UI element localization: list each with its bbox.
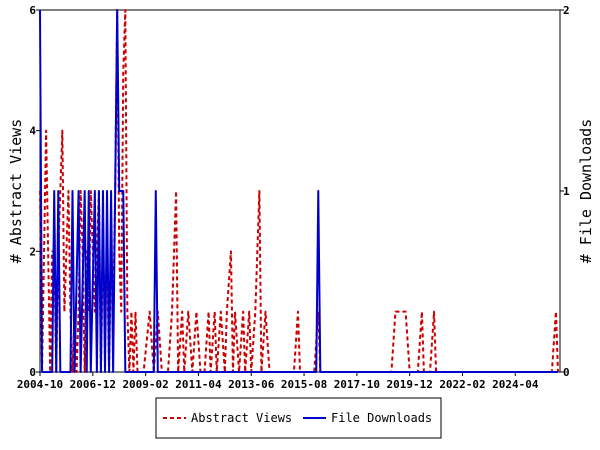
y-left-tick-label: 4 <box>29 125 36 138</box>
y-left-tick-label: 0 <box>29 366 36 379</box>
legend-label-abstract-views: Abstract Views <box>191 411 292 425</box>
x-tick-label: 2019-12 <box>387 378 433 391</box>
x-tick-label: 2024-04 <box>492 378 539 391</box>
x-tick-label: 2015-08 <box>281 378 327 391</box>
y-right-tick-label: 2 <box>563 4 570 17</box>
y-left-tick-label: 6 <box>29 4 36 17</box>
legend: Abstract Views File Downloads <box>155 397 442 439</box>
y-left-tick-label: 2 <box>29 245 36 258</box>
x-tick-label: 2004-10 <box>17 378 63 391</box>
y-right-tick-label: 0 <box>563 366 570 379</box>
series-line-file-downloads <box>39 9 558 373</box>
y-axis-left: 0 2 4 6 <box>29 4 40 379</box>
legend-label-file-downloads: File Downloads <box>331 411 432 425</box>
series-layer <box>39 9 559 373</box>
x-tick-label: 2006-12 <box>70 378 116 391</box>
x-tick-label: 2022-02 <box>439 378 485 391</box>
y-axis-left-title: # Abstract Views <box>7 119 25 264</box>
legend-box <box>155 397 442 439</box>
x-tick-label: 2009-02 <box>122 378 168 391</box>
x-tick-label: 2013-06 <box>228 378 275 391</box>
x-tick-label: 2011-04 <box>175 378 222 391</box>
y-axis-right-title: # File Downloads <box>577 119 595 264</box>
y-right-tick-label: 1 <box>563 185 570 198</box>
x-tick-label: 2017-10 <box>334 378 380 391</box>
x-axis: 2004-10 2006-12 2009-02 2011-04 2013-06 2015-… <box>17 372 539 391</box>
y-axis-right: 0 1 2 <box>560 4 570 379</box>
